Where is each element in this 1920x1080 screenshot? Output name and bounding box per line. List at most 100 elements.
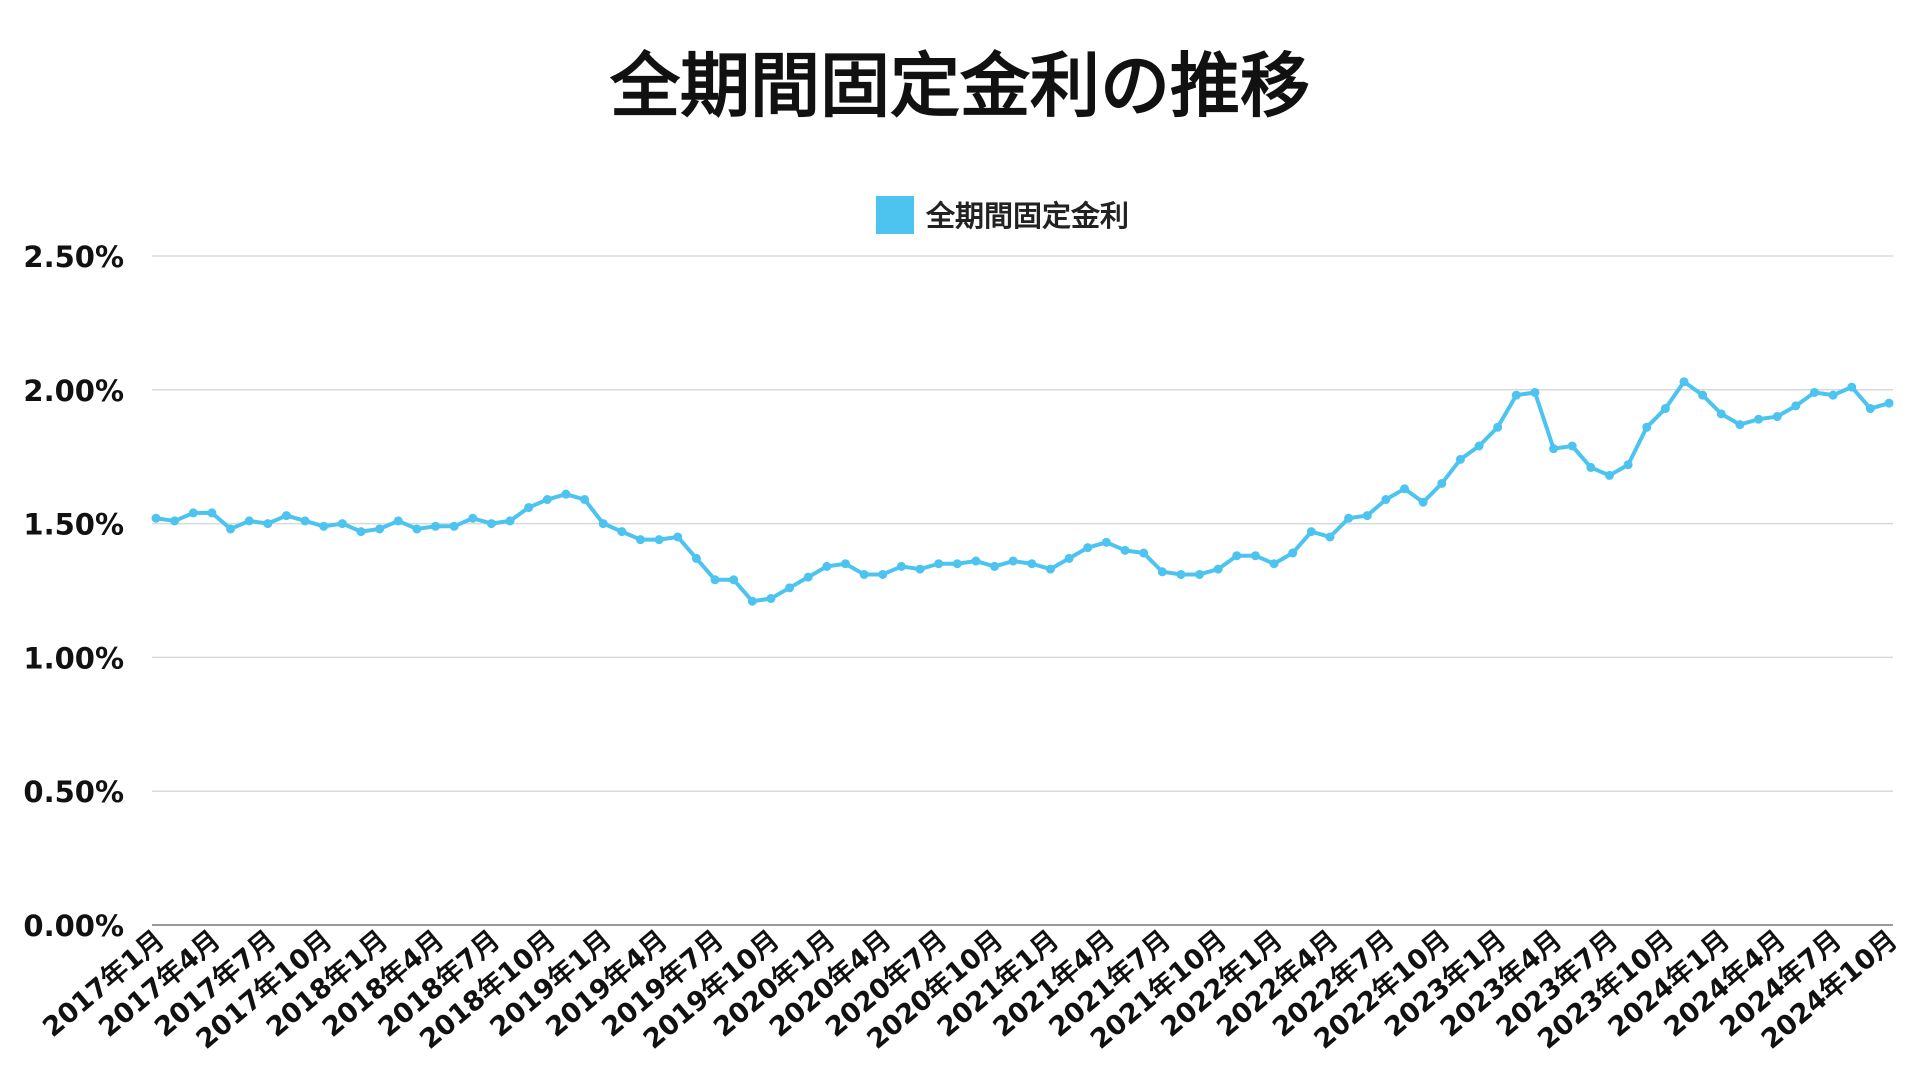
data-point bbox=[1754, 414, 1764, 424]
data-point bbox=[1250, 551, 1260, 561]
y-tick-label: 0.00% bbox=[23, 909, 124, 943]
data-point bbox=[1325, 532, 1335, 542]
data-point bbox=[1549, 444, 1559, 454]
data-point bbox=[580, 495, 590, 505]
data-point bbox=[971, 556, 981, 566]
data-point bbox=[1195, 569, 1205, 579]
series-line bbox=[154, 379, 1891, 604]
data-point bbox=[1567, 441, 1577, 451]
grid bbox=[152, 255, 1893, 926]
data-point bbox=[1679, 377, 1689, 387]
y-tick-label: 2.00% bbox=[23, 374, 124, 408]
data-point bbox=[1064, 553, 1074, 563]
y-axis: 0.00% 0.50% 1.00% 1.50% 2.00% 2.50% bbox=[23, 240, 124, 943]
data-point bbox=[263, 519, 273, 529]
data-point bbox=[617, 527, 627, 537]
data-point bbox=[1809, 387, 1819, 397]
data-point bbox=[542, 495, 552, 505]
data-point bbox=[393, 516, 403, 526]
data-point bbox=[1716, 409, 1726, 419]
data-point bbox=[803, 572, 813, 582]
data-point bbox=[281, 511, 291, 521]
data-point bbox=[524, 503, 534, 513]
data-point bbox=[1642, 422, 1652, 432]
x-axis: 2017年1月2017年4月2017年7月2017年10月2018年1月2018… bbox=[37, 924, 1904, 1056]
data-point bbox=[598, 519, 608, 529]
data-point bbox=[1120, 545, 1130, 555]
data-point bbox=[1865, 404, 1875, 414]
data-point bbox=[635, 535, 645, 545]
data-point bbox=[710, 575, 720, 585]
data-point bbox=[1455, 454, 1465, 464]
data-point bbox=[915, 564, 925, 574]
data-point bbox=[1493, 422, 1503, 432]
data-point bbox=[1418, 497, 1428, 507]
data-point bbox=[1232, 551, 1242, 561]
data-point bbox=[431, 521, 441, 531]
data-point bbox=[1101, 537, 1111, 547]
y-tick-label: 2.50% bbox=[23, 240, 124, 274]
y-tick-label: 0.50% bbox=[23, 775, 124, 809]
data-point bbox=[1362, 511, 1372, 521]
data-point bbox=[1735, 420, 1745, 430]
data-point bbox=[1344, 513, 1354, 523]
data-point bbox=[207, 508, 217, 518]
data-point bbox=[468, 513, 478, 523]
data-point bbox=[412, 524, 422, 534]
data-point bbox=[170, 516, 180, 526]
y-tick-label: 1.00% bbox=[23, 641, 124, 675]
data-point bbox=[1604, 470, 1614, 480]
data-point bbox=[151, 513, 161, 523]
data-point bbox=[1139, 548, 1149, 558]
data-point bbox=[1027, 559, 1037, 569]
data-point bbox=[1847, 382, 1857, 392]
data-point bbox=[226, 524, 236, 534]
data-point bbox=[1828, 390, 1838, 400]
data-point bbox=[896, 561, 906, 571]
data-point bbox=[561, 489, 571, 499]
data-point bbox=[1660, 404, 1670, 414]
series bbox=[151, 377, 1894, 606]
data-point bbox=[1884, 398, 1894, 408]
data-point bbox=[1008, 556, 1018, 566]
y-tick-label: 1.50% bbox=[23, 508, 124, 542]
data-point bbox=[244, 516, 254, 526]
data-point bbox=[188, 508, 198, 518]
data-point bbox=[1437, 478, 1447, 488]
data-point bbox=[729, 575, 739, 585]
data-point bbox=[1623, 460, 1633, 470]
data-point bbox=[449, 521, 459, 531]
data-point bbox=[319, 521, 329, 531]
data-point bbox=[934, 559, 944, 569]
data-point bbox=[1698, 390, 1708, 400]
data-point bbox=[1772, 412, 1782, 422]
data-point bbox=[747, 596, 757, 606]
data-point bbox=[356, 527, 366, 537]
legend-swatch bbox=[876, 196, 914, 234]
data-point bbox=[1400, 484, 1410, 494]
data-point bbox=[1511, 390, 1521, 400]
data-point bbox=[1157, 567, 1167, 577]
legend: 全期間固定金利 bbox=[876, 196, 1129, 234]
data-point bbox=[1213, 564, 1223, 574]
data-point bbox=[691, 553, 701, 563]
data-point bbox=[1083, 543, 1093, 553]
data-point bbox=[1791, 401, 1801, 411]
data-point bbox=[878, 569, 888, 579]
data-point bbox=[673, 532, 683, 542]
data-point bbox=[1474, 441, 1484, 451]
data-point bbox=[300, 516, 310, 526]
data-point bbox=[1586, 462, 1596, 472]
data-point bbox=[785, 583, 795, 593]
data-point bbox=[990, 561, 1000, 571]
data-point bbox=[1269, 559, 1279, 569]
data-point bbox=[1381, 495, 1391, 505]
data-point bbox=[654, 535, 664, 545]
data-point bbox=[486, 519, 496, 529]
data-point bbox=[375, 524, 385, 534]
data-point bbox=[859, 569, 869, 579]
data-point bbox=[822, 561, 832, 571]
data-point bbox=[1045, 564, 1055, 574]
